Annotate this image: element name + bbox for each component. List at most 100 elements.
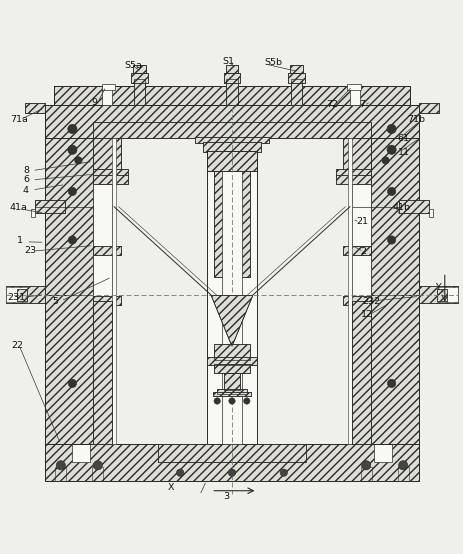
Bar	[370, 138, 419, 444]
Bar	[290, 65, 303, 74]
Circle shape	[387, 187, 395, 196]
Text: 72: 72	[325, 100, 338, 109]
Bar	[54, 86, 409, 105]
Circle shape	[68, 236, 76, 244]
Bar	[291, 79, 302, 105]
Bar	[35, 200, 65, 213]
Circle shape	[228, 469, 235, 476]
Bar	[419, 286, 457, 304]
Bar	[436, 289, 446, 301]
Bar	[351, 301, 370, 444]
Bar	[419, 102, 438, 113]
Bar	[419, 102, 438, 113]
Bar	[214, 364, 249, 373]
Circle shape	[68, 124, 77, 134]
Bar	[133, 65, 146, 74]
Bar	[223, 373, 240, 391]
Bar	[93, 138, 121, 171]
Bar	[288, 73, 305, 83]
Bar	[93, 301, 112, 444]
Bar	[223, 73, 240, 83]
Text: 2: 2	[360, 247, 366, 256]
Bar	[214, 138, 249, 277]
Circle shape	[68, 145, 77, 155]
Bar	[93, 169, 128, 176]
Bar	[397, 466, 408, 480]
Circle shape	[75, 157, 82, 164]
Bar	[133, 65, 146, 74]
Bar	[206, 138, 257, 444]
Bar	[398, 200, 428, 213]
Bar	[349, 86, 359, 105]
Bar	[342, 295, 370, 305]
Bar	[54, 86, 409, 105]
Bar	[101, 86, 112, 105]
Bar	[335, 175, 370, 184]
Bar	[93, 295, 121, 305]
Bar	[44, 105, 419, 138]
Bar	[93, 122, 370, 138]
Text: S5a: S5a	[125, 60, 142, 70]
Bar	[93, 138, 112, 444]
Bar	[92, 466, 103, 480]
Bar	[373, 444, 391, 462]
Bar	[342, 138, 370, 171]
Bar	[217, 389, 246, 393]
Bar	[44, 138, 93, 444]
Circle shape	[176, 469, 183, 476]
Bar	[44, 138, 93, 444]
Text: 4: 4	[23, 186, 29, 194]
Bar	[25, 102, 44, 113]
Circle shape	[381, 157, 388, 164]
Text: 7: 7	[358, 100, 364, 109]
Bar	[398, 200, 428, 213]
Circle shape	[387, 236, 395, 244]
Bar	[44, 105, 419, 138]
Bar	[17, 289, 27, 301]
Bar	[346, 84, 360, 90]
Text: 1: 1	[17, 237, 23, 245]
Bar	[206, 151, 257, 171]
Bar	[428, 208, 432, 217]
Bar	[44, 444, 419, 480]
Text: 21: 21	[355, 217, 367, 226]
Bar	[213, 392, 250, 396]
Bar	[157, 444, 306, 462]
Bar	[342, 245, 370, 255]
Bar	[131, 73, 148, 83]
Bar	[93, 122, 370, 138]
Bar	[288, 73, 305, 83]
Circle shape	[387, 379, 395, 388]
Circle shape	[243, 398, 250, 404]
Circle shape	[280, 469, 287, 476]
Bar	[360, 466, 371, 480]
Text: 9: 9	[91, 98, 97, 106]
Bar	[342, 138, 370, 171]
Circle shape	[386, 145, 395, 155]
Bar	[194, 137, 269, 143]
Bar	[6, 286, 44, 304]
Bar	[93, 169, 128, 176]
Bar	[225, 65, 238, 74]
Bar	[44, 444, 419, 480]
Bar	[223, 373, 240, 391]
Bar	[335, 169, 370, 176]
Bar	[93, 138, 121, 171]
Text: 41b: 41b	[392, 203, 410, 212]
Bar	[35, 200, 65, 213]
Bar	[351, 301, 370, 444]
Text: 22: 22	[11, 341, 23, 350]
Text: S5b: S5b	[264, 58, 282, 68]
Text: 71a: 71a	[10, 115, 28, 124]
Circle shape	[56, 461, 65, 470]
Bar	[221, 139, 242, 444]
Circle shape	[386, 124, 395, 134]
Text: 6: 6	[23, 176, 29, 184]
Polygon shape	[211, 295, 252, 346]
Bar	[217, 389, 246, 393]
Text: X: X	[167, 483, 173, 491]
Bar	[214, 344, 249, 360]
Bar	[55, 466, 66, 480]
Text: 5: 5	[52, 296, 58, 306]
Text: 61: 61	[397, 134, 409, 143]
